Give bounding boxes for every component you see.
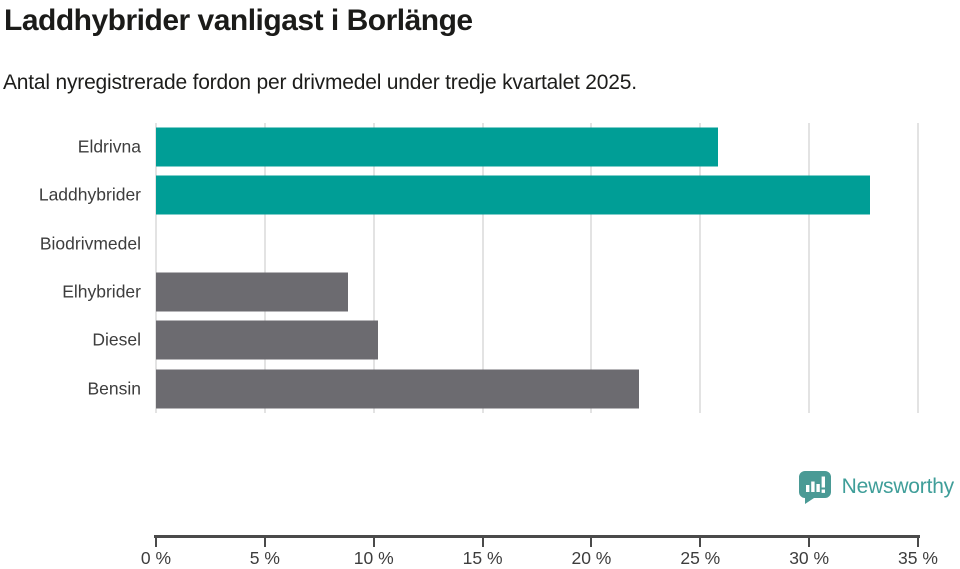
gridline — [699, 123, 702, 413]
gridline — [917, 123, 919, 413]
bar-row: Bensin — [0, 365, 920, 413]
bar-chart: Eldrivna Laddhybrider Biodrivmedel Elhybrid… — [0, 123, 938, 568]
gridline — [808, 123, 811, 413]
x-tick-label: 5 % — [249, 548, 280, 568]
x-tick — [263, 538, 266, 547]
chart-title: Laddhybrider vanligast i Borlänge — [4, 4, 473, 37]
gridline — [372, 123, 375, 413]
x-axis-line — [154, 535, 920, 538]
bar — [156, 320, 379, 360]
gridline — [481, 123, 484, 413]
bar-row: Eldrivna — [0, 123, 920, 171]
x-tick-label: 35 % — [898, 548, 938, 568]
gridline — [590, 123, 593, 413]
x-tick-label: 15 % — [462, 548, 503, 568]
x-tick-label: 30 % — [789, 548, 830, 568]
category-label: Bensin — [87, 378, 141, 399]
x-tick-label: 10 % — [353, 548, 394, 568]
x-tick-label: 0 % — [140, 548, 172, 568]
category-label: Eldrivna — [77, 136, 141, 157]
brand-name: Newsworthy — [841, 475, 955, 498]
bar-row: Diesel — [0, 316, 920, 364]
bar — [156, 272, 348, 312]
x-tick — [917, 538, 919, 547]
category-label: Biodrivmedel — [39, 233, 141, 254]
x-tick — [155, 538, 157, 547]
chart-subtitle: Antal nyregistrerade fordon per drivmede… — [3, 71, 637, 94]
x-tick — [481, 538, 484, 547]
bar — [156, 127, 718, 167]
x-tick — [372, 538, 375, 547]
bar-chart-glyph — [805, 476, 825, 493]
x-tick-label: 25 % — [680, 548, 721, 568]
bar-row: Biodrivmedel — [0, 220, 920, 268]
x-tick — [699, 538, 702, 547]
bar-row: Laddhybrider — [0, 171, 920, 219]
newsworthy-logo: Newsworthy — [798, 470, 954, 504]
category-label: Laddhybrider — [38, 184, 141, 205]
gridline — [155, 123, 157, 413]
chart-card: Laddhybrider vanligast i Borlänge Antal … — [0, 4, 955, 568]
category-label: Elhybrider — [62, 281, 141, 302]
speech-bubble-shape — [798, 471, 831, 504]
bar-row: Elhybrider — [0, 268, 920, 316]
category-label: Diesel — [92, 329, 141, 350]
x-tick — [590, 538, 593, 547]
x-tick — [808, 538, 811, 547]
speech-bubble-bar-chart-icon — [798, 471, 831, 504]
gridlines — [155, 123, 919, 413]
bar — [156, 369, 640, 409]
bar — [156, 175, 871, 215]
gridline — [263, 123, 266, 413]
x-tick-label: 20 % — [571, 548, 612, 568]
